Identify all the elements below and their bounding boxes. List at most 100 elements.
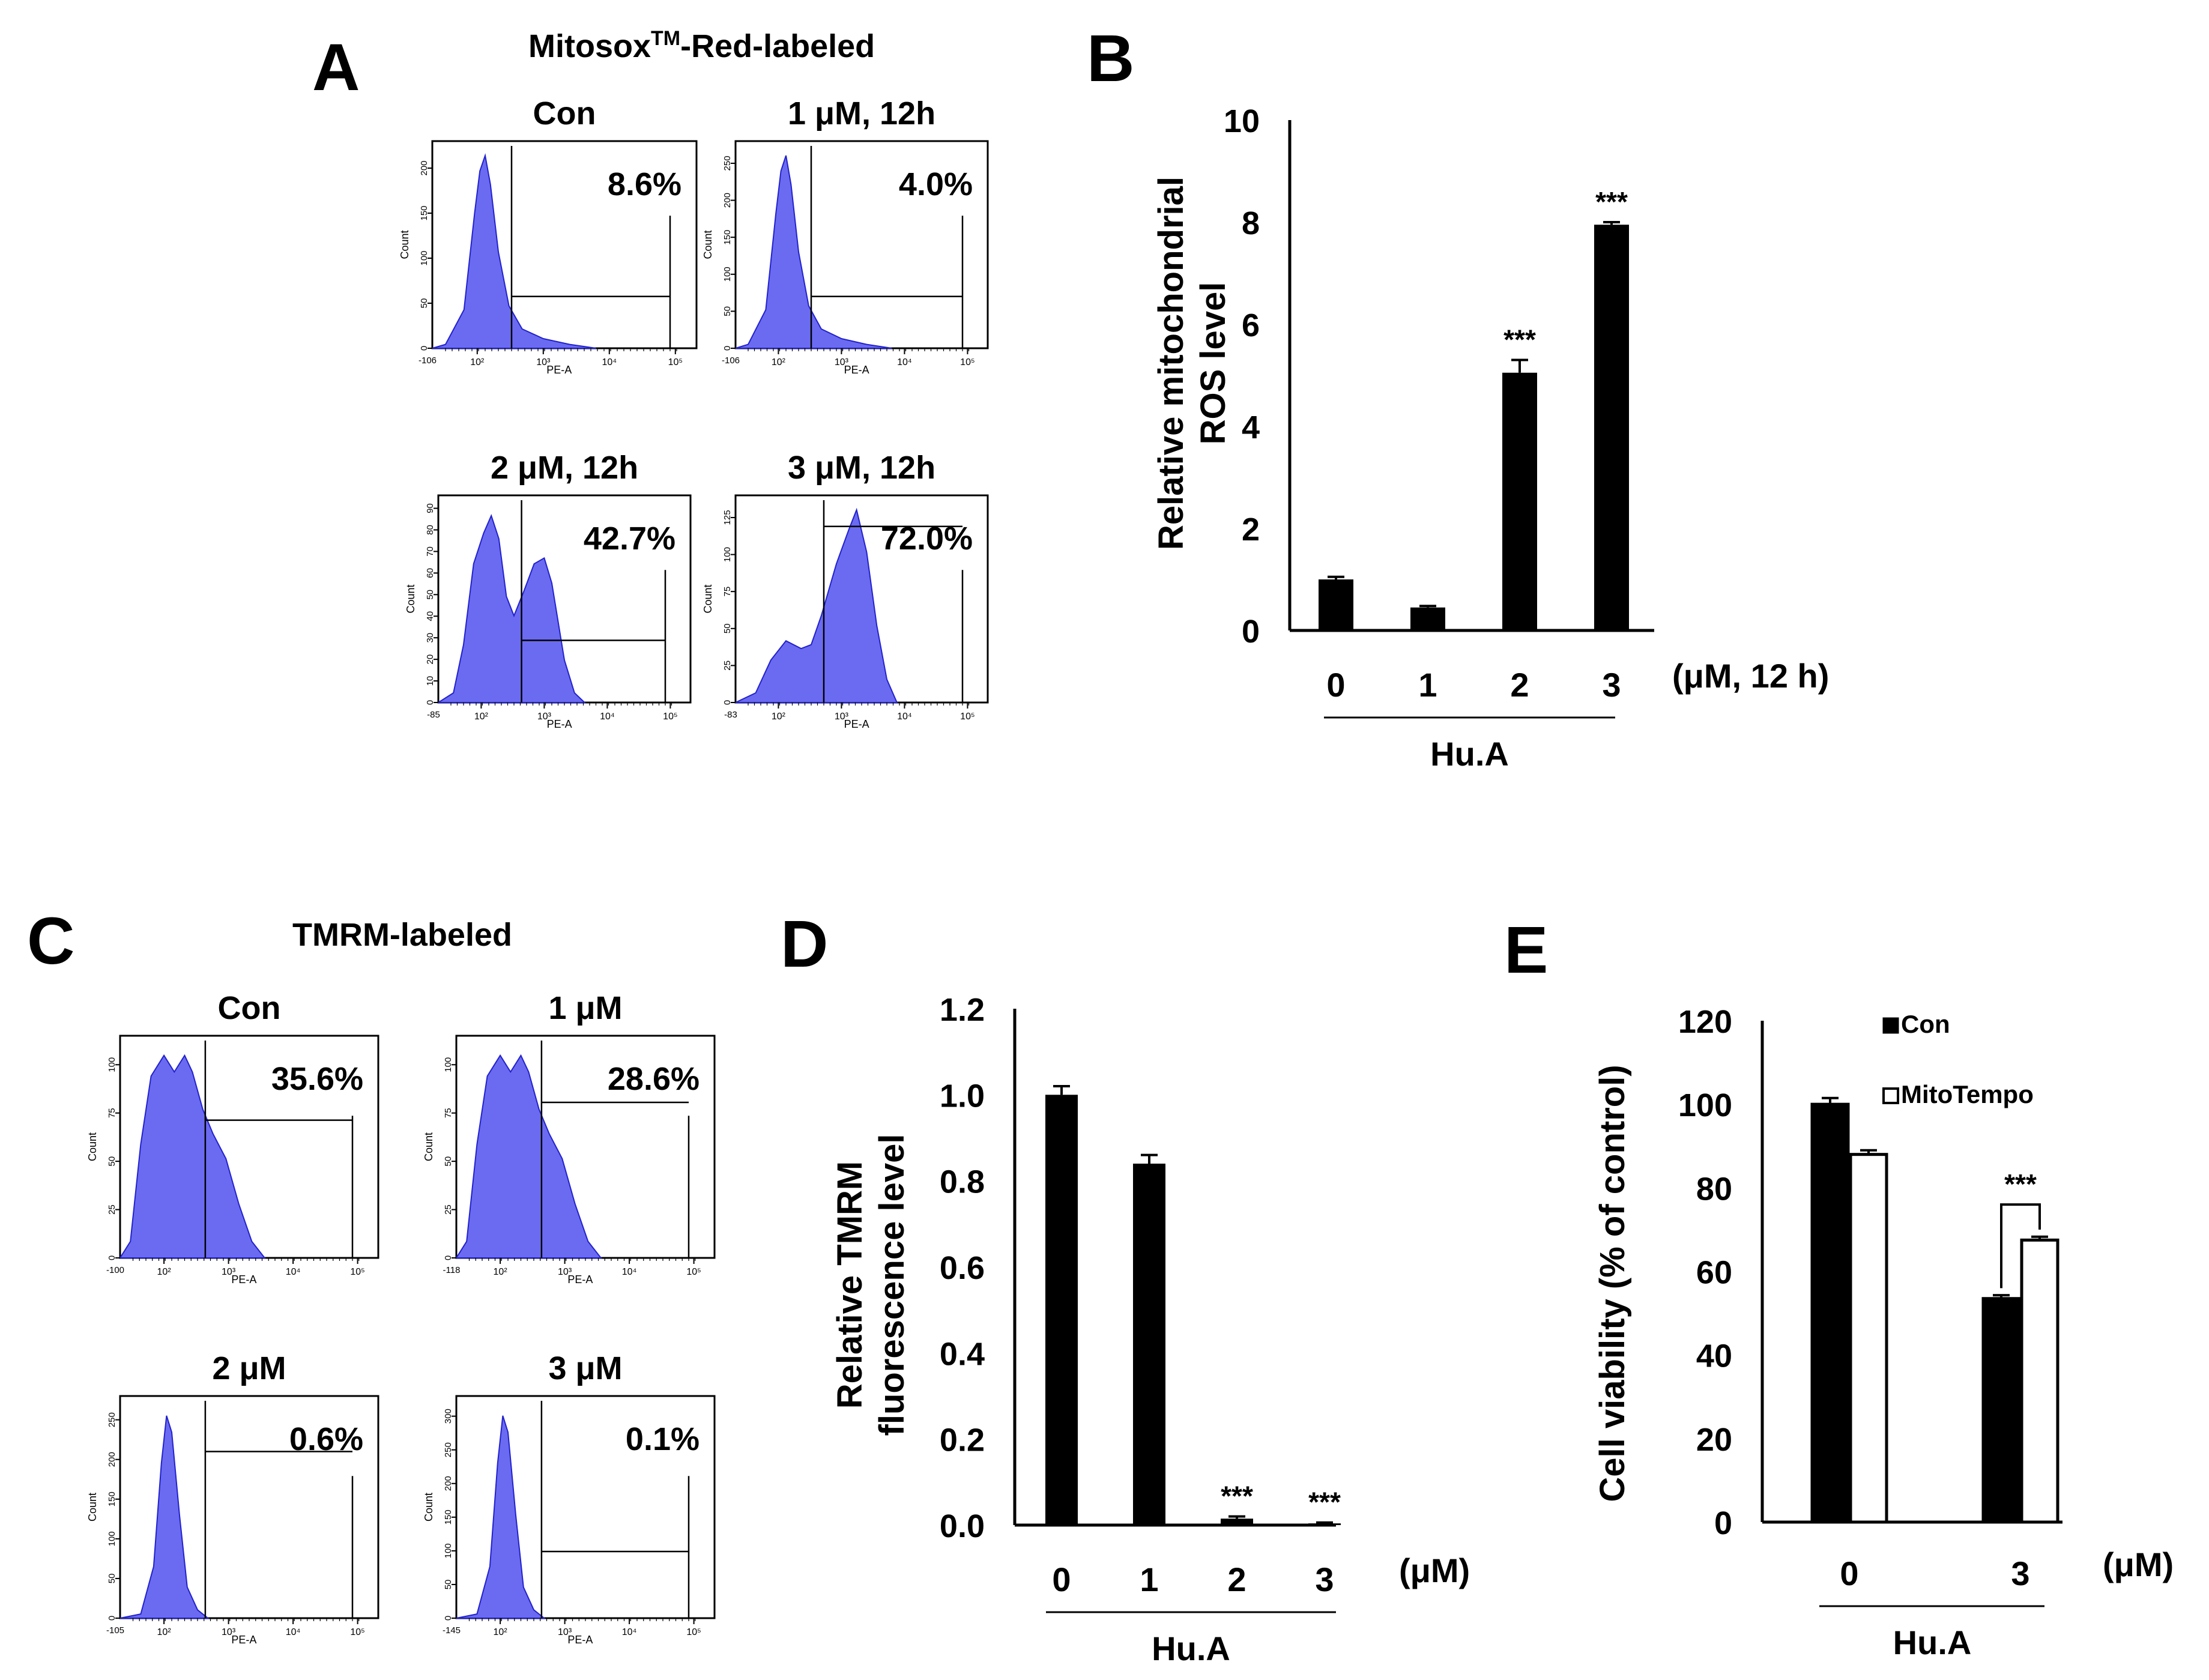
panel-a-histogram-title: 3 μM, 12h xyxy=(788,450,935,486)
y-tick-label: 80 xyxy=(1696,1171,1732,1207)
group-label: Hu.A xyxy=(1430,735,1509,773)
histogram-fill xyxy=(456,1415,546,1619)
x-tick-label: 10² xyxy=(157,1627,172,1637)
panel-label-a: A xyxy=(312,31,360,104)
y-tick-label: 8 xyxy=(1242,205,1260,241)
gate-percent: 0.6% xyxy=(289,1421,363,1457)
x-tick-label: 0 xyxy=(1052,1561,1071,1598)
y-tick-label: 0 xyxy=(1714,1505,1732,1541)
y-tick-label: 150 xyxy=(722,230,733,245)
x-axis-label: PE-A xyxy=(547,718,572,730)
y-tick-label: 0 xyxy=(722,700,733,705)
panel-c-histogram-1: 1 μM 28.6% 0 25 50 75 100 Count -118 10² 10³ 10⁴ 10⁵… xyxy=(423,990,716,1286)
x-tick-label: -105 xyxy=(106,1625,124,1636)
panel-c-histogram-2: 2 μM0.6% 0 50 100 150 200 250 Count -105 10² 10³ 10… xyxy=(86,1350,379,1646)
y-tick-label: 100 xyxy=(722,267,733,282)
x-axis-label: PE-A xyxy=(546,364,572,376)
gate-percent: 72.0% xyxy=(881,521,973,557)
y-tick-label: 2 xyxy=(1242,512,1260,548)
unit-label: (μM) xyxy=(2103,1546,2174,1583)
y-axis-label: Count xyxy=(399,230,411,259)
x-tick-label: 10² xyxy=(494,1627,508,1637)
y-tick-label: 0 xyxy=(419,346,429,351)
x-tick-label: -106 xyxy=(419,355,437,366)
y-tick-label: 100 xyxy=(419,250,429,265)
y-tick-label: 1.2 xyxy=(940,992,985,1028)
panel-c-histogram-0: Con 35.6% 0 25 50 75 100 Count -100 10² 10³ 10⁴ 10⁵ P… xyxy=(86,990,379,1286)
y-tick-label: 0.4 xyxy=(940,1336,985,1372)
y-tick-label: 0.0 xyxy=(940,1508,985,1544)
x-tick-label: 1 xyxy=(1140,1561,1158,1598)
x-tick-label: -100 xyxy=(106,1265,124,1275)
y-tick-label: 1.0 xyxy=(940,1078,985,1114)
y-tick-label: 0.2 xyxy=(940,1422,985,1458)
y-tick-label: 200 xyxy=(419,160,429,175)
x-tick-label: -83 xyxy=(724,710,737,720)
x-tick-label: 10⁴ xyxy=(286,1267,301,1277)
y-tick-label: 250 xyxy=(722,156,733,171)
x-tick-label: 10³ xyxy=(536,357,551,367)
x-tick-label: 10² xyxy=(474,712,489,722)
unit-label: (μM, 12 h) xyxy=(1672,657,1829,695)
y-tick-label: 100 xyxy=(722,547,733,562)
x-tick-label: 10² xyxy=(470,357,485,367)
x-tick-label: 0 xyxy=(1326,666,1345,704)
significance-label: *** xyxy=(2004,1168,2037,1200)
y-tick-label: 150 xyxy=(443,1509,453,1524)
x-tick-label: -85 xyxy=(427,710,440,720)
bar xyxy=(1045,1095,1078,1525)
histogram-fill xyxy=(119,1415,210,1619)
x-tick-label: 10³ xyxy=(222,1267,236,1277)
y-tick-label: 250 xyxy=(443,1442,453,1457)
panel-c-histogram-3: 3 μM0.1% 0 50 100 150 200 250 300 Count -145 10² 10… xyxy=(423,1350,716,1646)
y-tick-label: 50 xyxy=(722,306,733,316)
x-tick-label: -106 xyxy=(722,355,740,366)
y-tick-label: 100 xyxy=(443,1057,453,1072)
bar-mitotempo xyxy=(2020,1238,2059,1524)
significance-label: *** xyxy=(1503,324,1536,355)
y-tick-label: 0 xyxy=(107,1255,117,1260)
y-axis-label: Count xyxy=(86,1132,98,1161)
x-tick-label: 10⁵ xyxy=(663,712,677,722)
y-tick-label: 100 xyxy=(107,1531,117,1546)
panel-label-b: B xyxy=(1087,22,1134,95)
panel-c-histogram-title: 1 μM xyxy=(548,990,622,1026)
panel-c-title: TMRM-labeled xyxy=(292,917,512,953)
gate-percent: 35.6% xyxy=(271,1061,363,1097)
x-tick-label: 10³ xyxy=(537,712,552,722)
bar-mitotempo xyxy=(1849,1153,1888,1524)
x-tick-label: 10³ xyxy=(558,1627,572,1637)
bar xyxy=(1502,372,1537,630)
x-tick-label: 10³ xyxy=(558,1267,572,1277)
y-axis-label-line2: fluorescence level xyxy=(872,1134,911,1436)
y-axis-label-line1: Relative TMRM xyxy=(830,1161,869,1409)
y-tick-label: 200 xyxy=(443,1476,453,1491)
x-tick-label: 10² xyxy=(772,357,786,367)
y-tick-label: 50 xyxy=(107,1156,117,1167)
x-tick-label: 10⁴ xyxy=(897,712,912,722)
y-tick-label: 70 xyxy=(425,546,435,557)
y-tick-label: 50 xyxy=(107,1574,117,1584)
y-tick-label: 60 xyxy=(1696,1255,1732,1291)
y-tick-label: 4 xyxy=(1242,409,1260,446)
x-tick-label: 0 xyxy=(1840,1555,1858,1592)
group-label: Hu.A xyxy=(1152,1630,1230,1667)
panel-c-histogram-title: 2 μM xyxy=(212,1350,286,1386)
x-tick-label: 10⁵ xyxy=(668,357,683,367)
x-tick-label: 10³ xyxy=(222,1627,236,1637)
bar xyxy=(1594,225,1629,630)
panel-label-d: D xyxy=(781,907,828,981)
panel-a-title: MitosoxTM-Red-labeled xyxy=(528,27,875,64)
y-tick-label: 90 xyxy=(425,503,435,513)
x-tick-label: -145 xyxy=(443,1625,461,1636)
bar xyxy=(1319,579,1353,630)
x-tick-label: 10⁴ xyxy=(600,712,615,722)
y-tick-label: 100 xyxy=(1678,1087,1732,1123)
y-tick-label: 0 xyxy=(1242,614,1260,650)
y-axis-label: Count xyxy=(423,1132,435,1161)
y-tick-label: 150 xyxy=(419,205,429,220)
y-tick-label: 200 xyxy=(722,193,733,208)
y-tick-label: 125 xyxy=(722,510,733,525)
x-tick-label: 10⁵ xyxy=(350,1627,364,1637)
x-tick-label: 10³ xyxy=(835,712,849,722)
